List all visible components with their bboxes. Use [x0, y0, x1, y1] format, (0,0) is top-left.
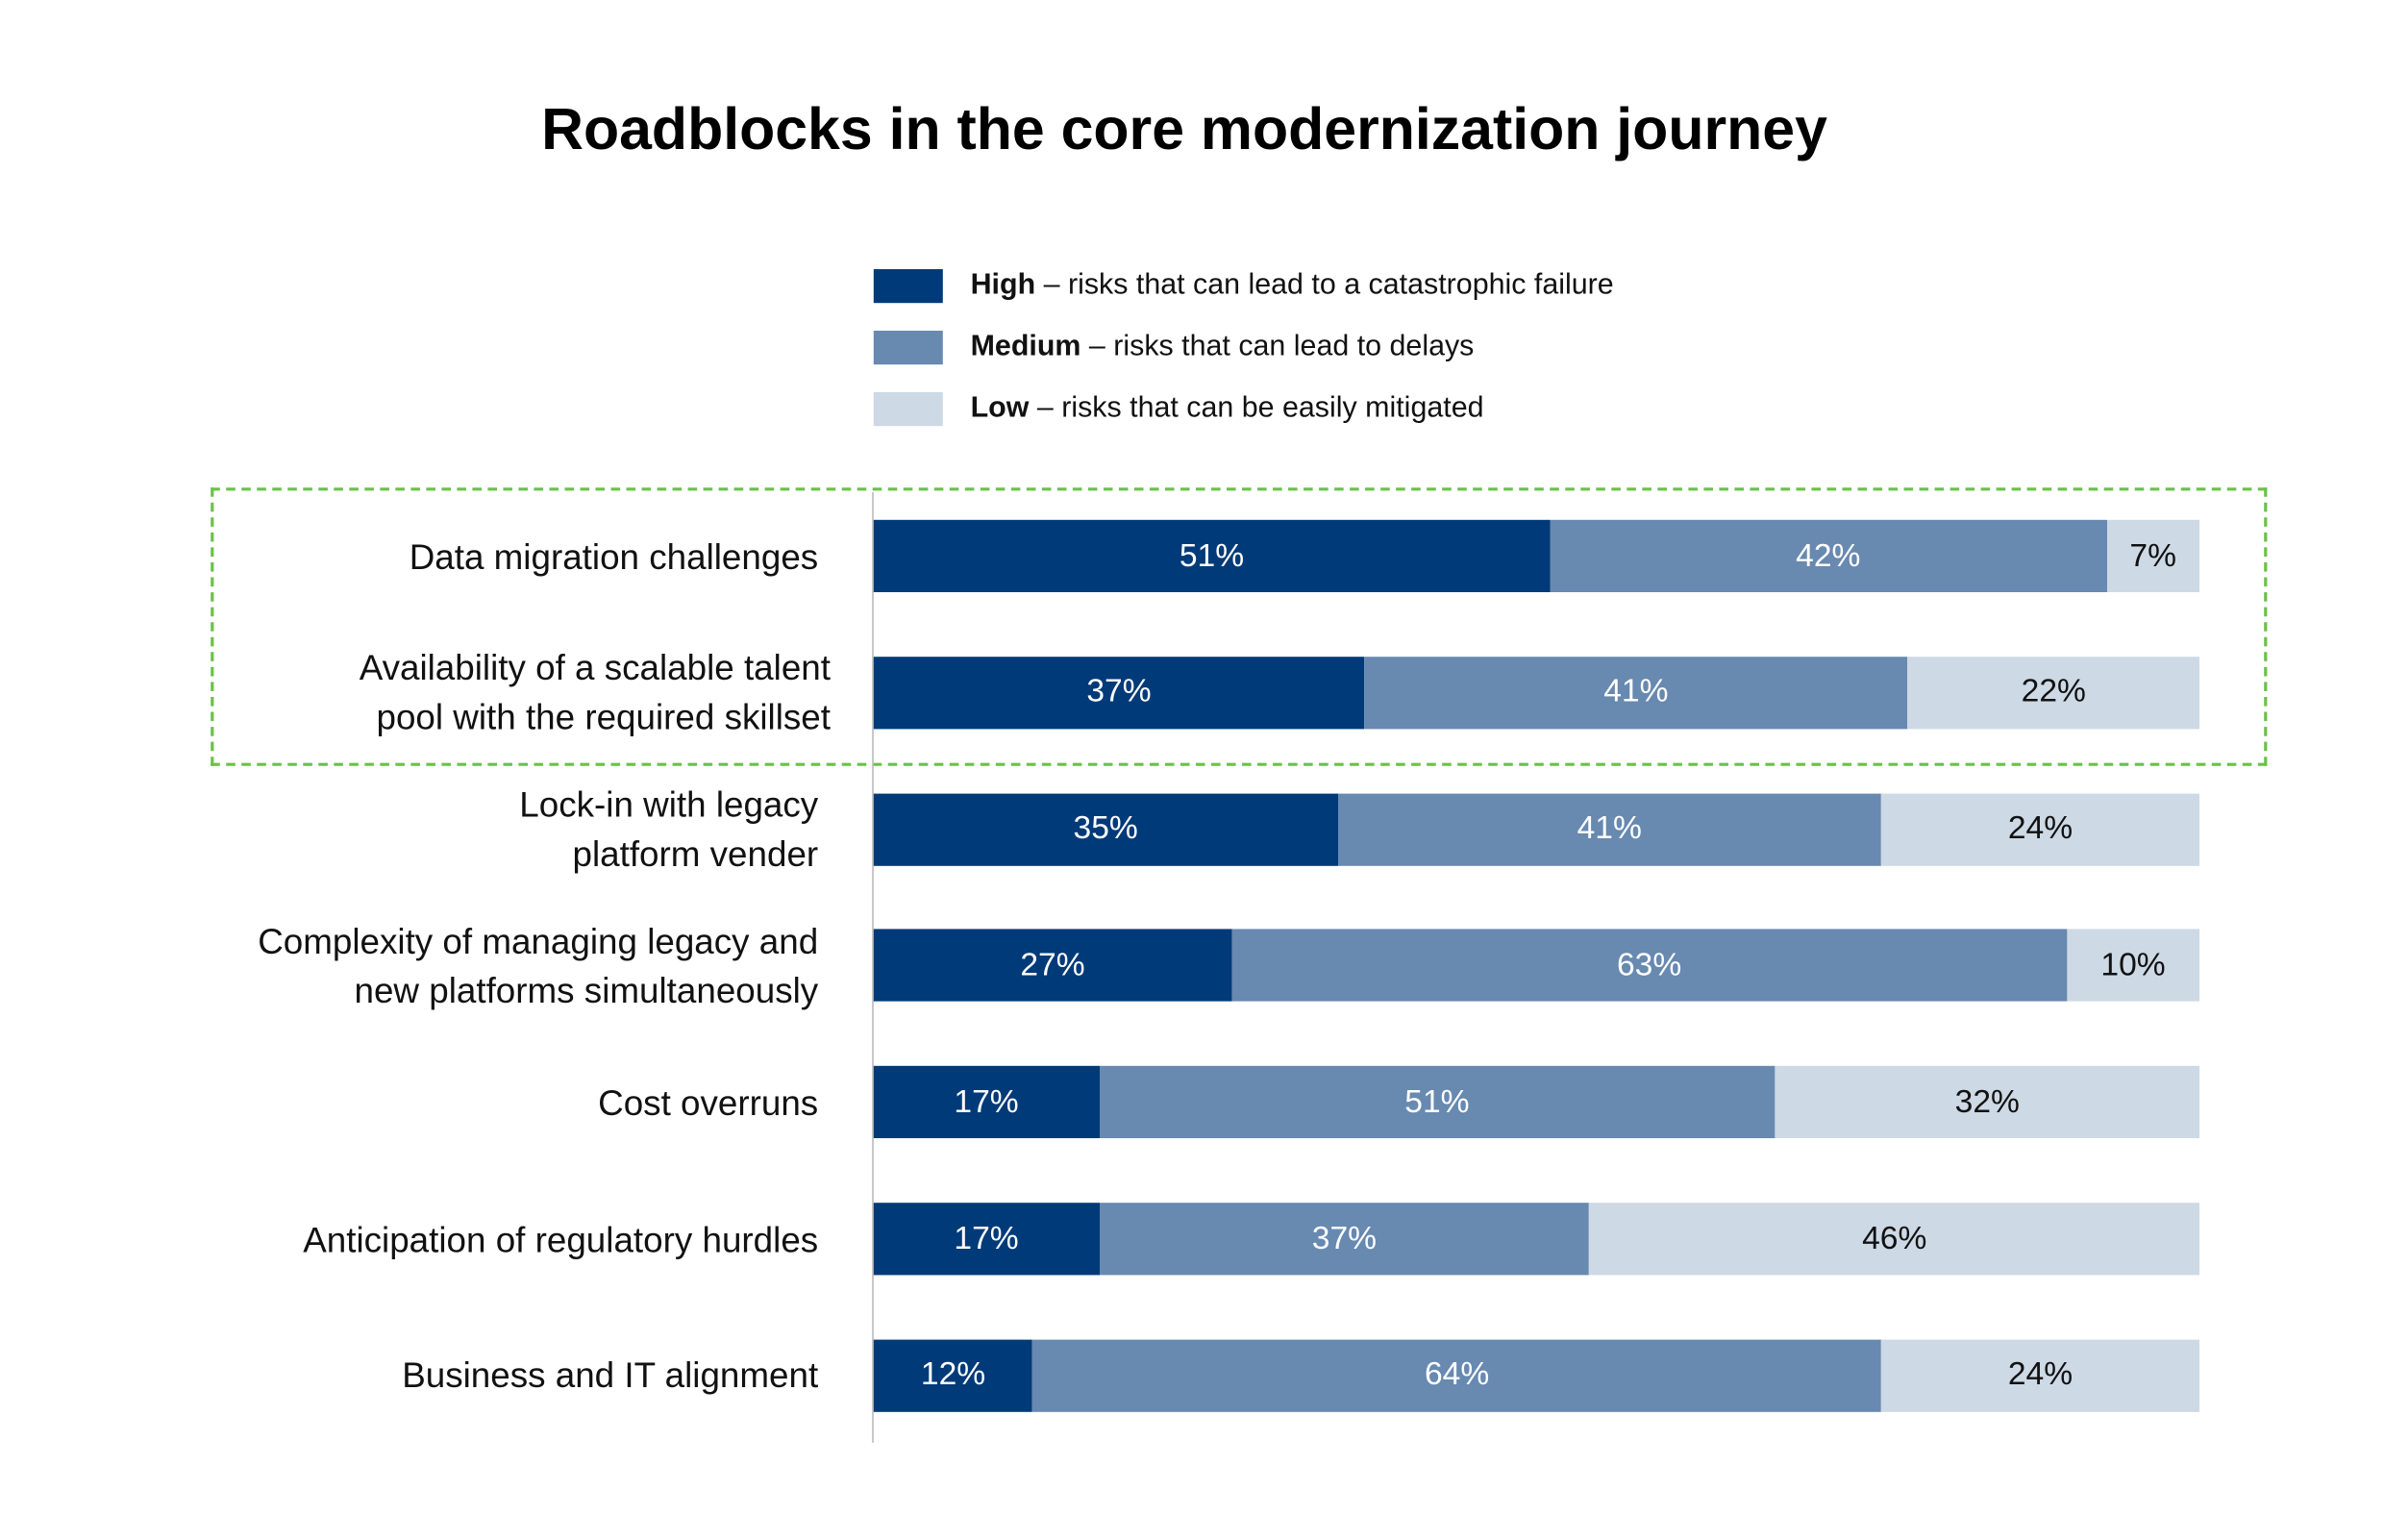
bar-high: 27% [873, 930, 1232, 1003]
data-label: 27% [1020, 947, 1085, 983]
chart-title: Roadblocks in the core modernization jou… [541, 98, 1827, 163]
category-label-line: Anticipation of regulatory hurdles [303, 1219, 819, 1259]
bar-medium: 51% [1099, 1066, 1776, 1139]
category-label-line: Cost overruns [598, 1081, 819, 1123]
bar-high: 12% [873, 1339, 1033, 1412]
legend-swatch [873, 269, 943, 304]
bar-low: 46% [1589, 1203, 2199, 1276]
bar-medium: 41% [1364, 656, 1908, 730]
legend-series-name: Low [970, 392, 1030, 425]
data-label: 42% [1796, 537, 1861, 573]
category-label-line: Availability of a scalable talent [359, 648, 831, 688]
data-label: 32% [1954, 1083, 2020, 1120]
data-label: 51% [1179, 537, 1245, 573]
data-label: 24% [2007, 1356, 2074, 1393]
bar-high: 17% [873, 1066, 1100, 1139]
data-label: 37% [1311, 1220, 1378, 1256]
bar-low: 32% [1775, 1066, 2199, 1139]
bar-medium: 63% [1231, 930, 2068, 1003]
category-label-line: new platforms simultaneously [354, 970, 819, 1011]
bar-low: 24% [1880, 792, 2199, 866]
data-label: 46% [1862, 1220, 1927, 1256]
data-label: 35% [1073, 810, 1138, 847]
category-label-line: Business and IT alignment [402, 1355, 819, 1396]
data-label: 12% [920, 1356, 986, 1393]
category-label: Cost overruns [18, 1078, 818, 1127]
data-label: 51% [1404, 1083, 1470, 1120]
bar-low: 24% [1880, 1339, 2199, 1412]
y-axis-line [872, 492, 874, 1443]
legend-label: Low – risks that can be easily mitigated [971, 392, 1484, 426]
category-label-line: platform vender [572, 833, 819, 874]
category-label-line: pool with the required skillset [376, 697, 831, 737]
bar-high: 17% [873, 1203, 1100, 1276]
data-label: 63% [1616, 947, 1682, 983]
bar-medium: 64% [1032, 1339, 1881, 1412]
legend-item-medium: Medium – risks that can lead to delays [873, 331, 1475, 365]
legend-swatch [873, 331, 943, 365]
bar-medium: 41% [1337, 792, 1881, 866]
data-label: 17% [954, 1220, 1019, 1256]
category-label: Availability of a scalable talent pool wi… [31, 643, 831, 741]
data-label: 7% [2129, 537, 2176, 573]
legend-label: High – risks that can lead to a catastro… [971, 269, 1614, 303]
bar-high: 35% [873, 792, 1338, 866]
legend-swatch [873, 392, 943, 427]
category-label: Data migration challenges [18, 532, 819, 581]
category-label: Business and IT alignment [18, 1351, 818, 1400]
category-label: Anticipation of regulatory hurdles [18, 1214, 818, 1263]
legend-item-high: High – risks that can lead to a catastro… [873, 269, 1614, 304]
bar-low: 10% [2067, 930, 2199, 1003]
legend-description: – risks that can be easily mitigated [1029, 392, 1484, 425]
category-label: Complexity of managing legacy and new pla… [18, 916, 818, 1014]
bar-high: 51% [873, 519, 1551, 592]
legend-label: Medium – risks that can lead to delays [971, 331, 1475, 364]
category-label: Lock-in with legacy platform vender [18, 780, 818, 878]
legend-series-name: High [970, 269, 1036, 302]
data-label: 37% [1086, 674, 1152, 710]
bar-high: 37% [873, 656, 1365, 730]
data-label: 41% [1577, 810, 1642, 847]
bar-medium: 37% [1099, 1203, 1590, 1276]
legend-description: – risks that can lead to delays [1080, 331, 1475, 363]
data-label: 41% [1603, 674, 1669, 710]
legend-description: – risks that can lead to a catastrophic … [1035, 269, 1614, 302]
category-label-line: Complexity of managing legacy and [258, 921, 819, 961]
category-label-line: Lock-in with legacy [519, 784, 819, 825]
bar-low: 22% [1907, 656, 2199, 730]
data-label: 24% [2007, 810, 2074, 847]
highlight-box [211, 487, 2268, 766]
data-label: 22% [2021, 674, 2086, 710]
data-label: 64% [1425, 1356, 1490, 1393]
legend-series-name: Medium [970, 331, 1081, 363]
bar-medium: 42% [1550, 519, 2107, 592]
bar-low: 7% [2106, 519, 2199, 592]
legend-item-low: Low – risks that can be easily mitigated [873, 392, 1484, 427]
category-label-line: Data migration challenges [409, 535, 819, 577]
data-label: 17% [954, 1083, 1019, 1120]
data-label: 10% [2100, 947, 2166, 983]
